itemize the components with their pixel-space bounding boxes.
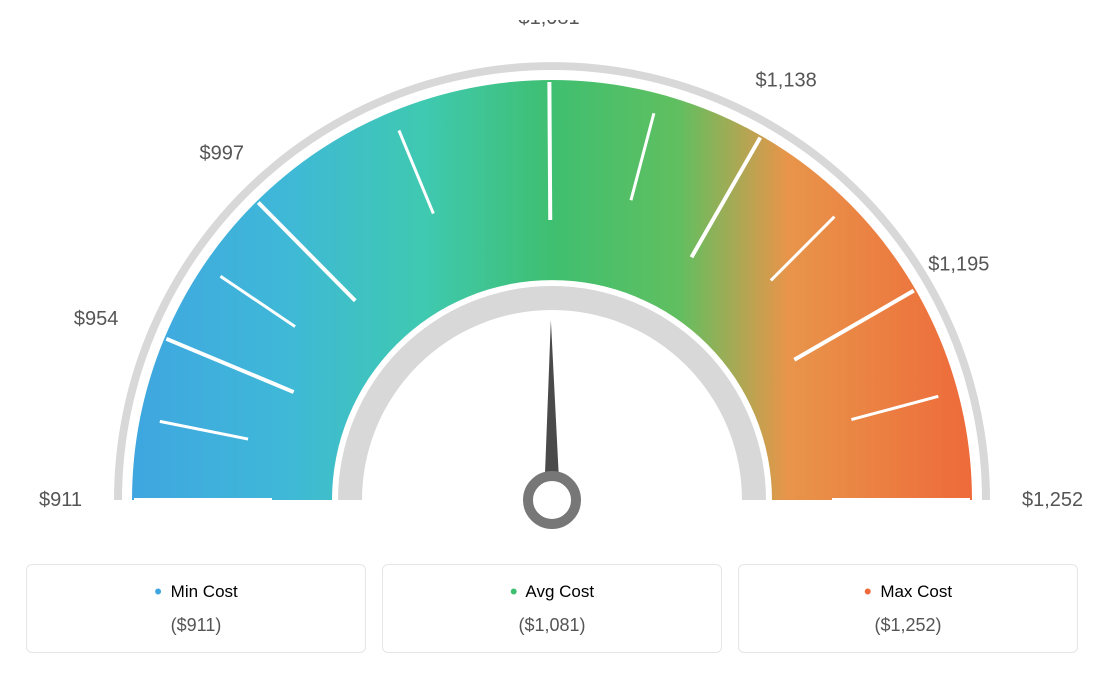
legend-value: ($1,081) <box>393 615 711 636</box>
legend-label: Max Cost <box>880 582 952 601</box>
legend-label: Min Cost <box>171 582 238 601</box>
gauge-svg: $911 $954 $997 $1,081 $1,138 $1,195 $1,252 <box>20 20 1084 540</box>
legend-value: ($1,252) <box>749 615 1067 636</box>
legend-value: ($911) <box>37 615 355 636</box>
dot-icon: • <box>154 579 162 604</box>
legend-row: • Min Cost ($911) • Avg Cost ($1,081) • … <box>20 564 1084 653</box>
gauge-tick-label: $1,195 <box>928 254 989 276</box>
gauge-tick-label: $997 <box>200 143 245 165</box>
dot-icon: • <box>864 579 872 604</box>
dot-icon: • <box>510 579 518 604</box>
legend-title-min: • Min Cost <box>37 579 355 605</box>
gauge-tick-label: $1,081 <box>518 20 579 29</box>
legend-label: Avg Cost <box>525 582 594 601</box>
legend-title-max: • Max Cost <box>749 579 1067 605</box>
gauge-tick-label: $954 <box>74 308 119 330</box>
gauge-tick-label: $911 <box>39 489 82 511</box>
gauge-tick-label: $1,252 <box>1022 489 1083 511</box>
legend-card-max: • Max Cost ($1,252) <box>738 564 1078 653</box>
cost-gauge-chart: $911 $954 $997 $1,081 $1,138 $1,195 $1,252 • M… <box>20 20 1084 653</box>
gauge-tick-label: $1,138 <box>756 69 817 91</box>
legend-card-avg: • Avg Cost ($1,081) <box>382 564 722 653</box>
legend-title-avg: • Avg Cost <box>393 579 711 605</box>
legend-card-min: • Min Cost ($911) <box>26 564 366 653</box>
